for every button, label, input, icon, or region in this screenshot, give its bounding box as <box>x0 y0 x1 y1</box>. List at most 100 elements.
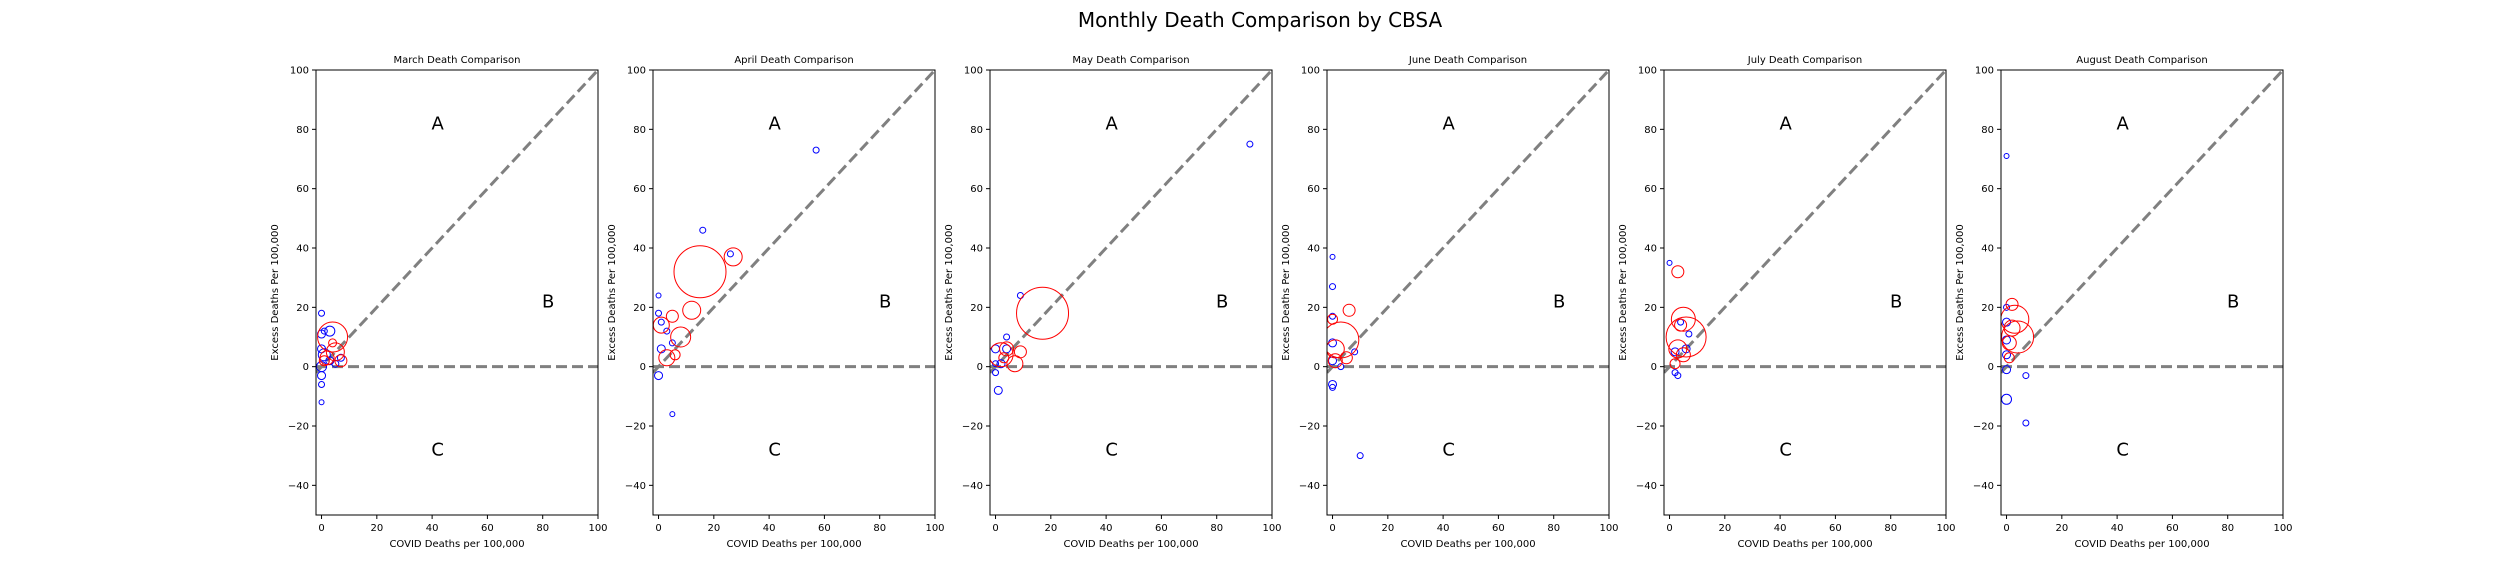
data-point-red <box>990 342 1014 368</box>
x-axis-label: COVID Deaths per 100,000 <box>726 539 861 550</box>
x-tick-label: 60 <box>1829 523 1842 534</box>
data-point-blue <box>726 250 734 258</box>
scatter-panel-6: August Death Comparison A B C 0 20 40 60 80 100 −4… <box>1955 55 2293 550</box>
y-tick-label: 80 <box>970 125 983 136</box>
region-label: C <box>431 440 444 461</box>
y-tick-label: 20 <box>970 303 983 314</box>
x-tick-label: 60 <box>1155 523 1168 534</box>
y-axis-label: Excess Deaths Per 100,000 <box>1955 224 1966 360</box>
region-label: B <box>1216 291 1228 312</box>
region-label: A <box>1105 113 1118 134</box>
data-point-red <box>998 352 1010 364</box>
x-axis-label: COVID Deaths per 100,000 <box>1737 539 1872 550</box>
y-tick-label: 0 <box>977 362 983 373</box>
data-point-blue <box>2001 393 2013 405</box>
region-label: C <box>1442 440 1455 461</box>
data-point-blue <box>1670 347 1680 357</box>
y-tick-label: 60 <box>1307 184 1320 195</box>
data-point-blue <box>1356 452 1364 460</box>
x-axis-label: COVID Deaths per 100,000 <box>389 539 524 550</box>
x-tick-label: 80 <box>536 523 549 534</box>
data-point-blue <box>1329 253 1336 260</box>
y-tick-label: 100 <box>290 66 309 77</box>
data-point-blue <box>996 359 1006 369</box>
data-point-blue <box>1677 318 1685 326</box>
x-tick-label: 0 <box>1666 523 1672 534</box>
plot-area <box>316 70 598 406</box>
data-point-blue <box>1016 291 1024 299</box>
data-point-red <box>2005 297 2019 311</box>
y-tick-label: −40 <box>1299 481 1320 492</box>
y-tick-label: 60 <box>970 184 983 195</box>
data-point-blue <box>2002 365 2012 375</box>
plot-area <box>2001 70 2283 427</box>
x-tick-label: 100 <box>1262 523 1281 534</box>
plot-area <box>1664 70 1946 380</box>
data-point-red <box>2003 352 2015 364</box>
data-point-red <box>318 355 330 367</box>
region-label: C <box>1105 440 1118 461</box>
region-label: B <box>1553 291 1565 312</box>
scatter-panel-5: July Death Comparison A B C 0 20 40 60 80 100 −40 −… <box>1618 55 1956 550</box>
y-tick-label: −40 <box>962 481 983 492</box>
data-point-red <box>669 349 681 361</box>
panel-title: July Death Comparison <box>1747 55 1862 66</box>
x-tick-label: 80 <box>1210 523 1223 534</box>
data-point-red <box>1327 353 1343 369</box>
y-tick-label: 0 <box>640 362 646 373</box>
y-tick-label: −40 <box>1973 481 1994 492</box>
data-point-red <box>334 354 348 368</box>
x-tick-label: 0 <box>2003 523 2009 534</box>
x-tick-label: 0 <box>655 523 661 534</box>
x-tick-label: 40 <box>1437 523 1450 534</box>
data-point-blue <box>1666 259 1673 266</box>
data-point-blue <box>318 399 325 406</box>
y-tick-label: 20 <box>633 303 646 314</box>
axes-frame <box>1663 69 1947 516</box>
y-tick-label: 100 <box>1301 66 1320 77</box>
y-tick-label: 40 <box>1981 244 1994 255</box>
y-tick-label: 80 <box>1307 125 1320 136</box>
x-tick-label: 40 <box>763 523 776 534</box>
region-label: B <box>879 291 891 312</box>
scatter-panel-3: May Death Comparison A B C 0 20 40 60 80 100 −40 −2… <box>944 55 1282 550</box>
plot-area <box>1327 70 1609 460</box>
y-tick-label: 100 <box>1975 66 1994 77</box>
data-point-blue <box>2022 419 2030 427</box>
identity-reference-line <box>316 70 598 374</box>
x-tick-label: 0 <box>318 523 324 534</box>
identity-reference-line <box>1327 70 1609 374</box>
data-point-red <box>2001 320 2035 354</box>
y-tick-label: 100 <box>1638 66 1657 77</box>
data-point-blue <box>669 411 676 418</box>
data-point-blue <box>318 380 326 388</box>
data-point-blue <box>1337 363 1345 371</box>
y-tick-label: −40 <box>288 481 309 492</box>
x-tick-label: 80 <box>1547 523 1560 534</box>
y-tick-label: −20 <box>1636 422 1657 433</box>
data-point-blue <box>2002 335 2012 345</box>
data-point-blue <box>317 371 327 381</box>
data-point-blue <box>1002 344 1012 354</box>
y-tick-label: 60 <box>1981 184 1994 195</box>
data-point-red <box>1675 347 1691 363</box>
data-point-red <box>1339 351 1353 365</box>
y-tick-label: 40 <box>1644 244 1657 255</box>
data-point-red <box>658 349 676 367</box>
data-point-blue <box>1328 379 1338 389</box>
x-tick-label: 40 <box>426 523 439 534</box>
data-point-blue <box>1685 330 1693 338</box>
axes-frame <box>989 69 1273 516</box>
y-axis-label: Excess Deaths Per 100,000 <box>1618 224 1629 360</box>
x-tick-label: 0 <box>1329 523 1335 534</box>
data-point-blue <box>2003 153 2010 160</box>
data-point-blue <box>317 348 331 362</box>
y-tick-label: −20 <box>625 422 646 433</box>
region-label: A <box>2116 113 2129 134</box>
panel-title: May Death Comparison <box>1072 55 1189 66</box>
panel-title: June Death Comparison <box>1408 55 1527 66</box>
panel-title: April Death Comparison <box>734 55 853 66</box>
panel-title: March Death Comparison <box>394 55 521 66</box>
y-tick-label: 0 <box>1651 362 1657 373</box>
